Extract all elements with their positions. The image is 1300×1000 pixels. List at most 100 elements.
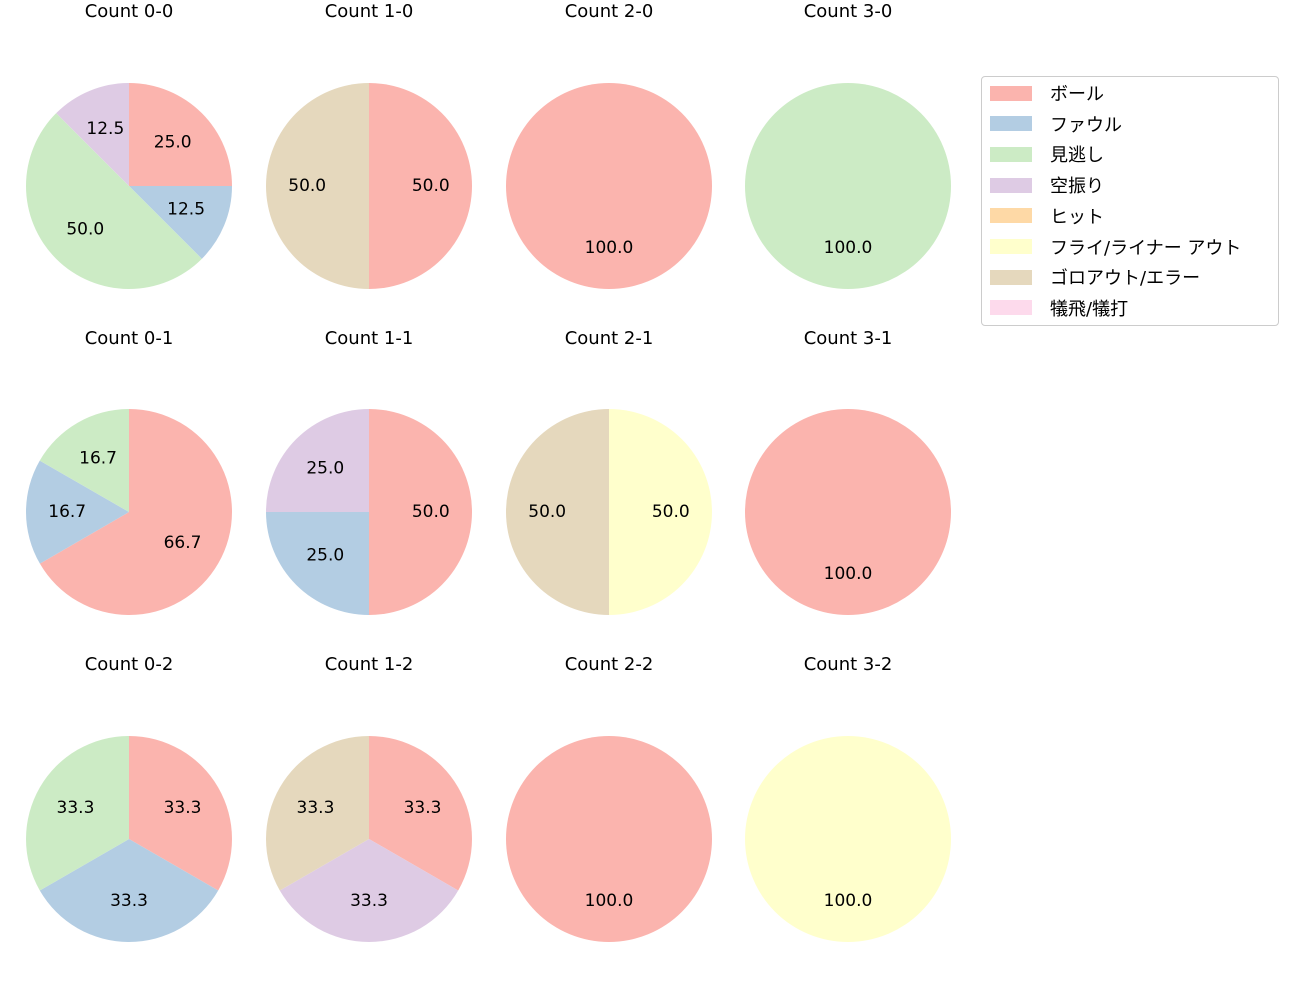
pie-graphic: 50.0 50.0 bbox=[506, 409, 712, 615]
slice-label: 33.3 bbox=[57, 798, 95, 818]
pie-chart: Count 3-1 100.0 bbox=[728, 328, 968, 648]
slice-label: 66.7 bbox=[164, 533, 202, 553]
pie-slice bbox=[745, 83, 951, 289]
pie-chart: Count 3-2 100.0 bbox=[728, 654, 968, 974]
pie-slice bbox=[266, 409, 369, 512]
pie-slice bbox=[369, 83, 472, 289]
pie-title: Count 1-2 bbox=[324, 654, 414, 675]
pie-title: Count 2-0 bbox=[564, 1, 654, 22]
slice-label: 33.3 bbox=[164, 798, 202, 818]
slice-label: 33.3 bbox=[404, 798, 442, 818]
pie-slice bbox=[745, 409, 951, 615]
slice-label: 50.0 bbox=[412, 502, 450, 522]
legend-swatch bbox=[990, 208, 1032, 224]
pie-chart: Count 1-2 33.3 33.3 33.3 bbox=[249, 654, 489, 974]
pie-slice bbox=[129, 186, 232, 259]
pie-chart: Count 1-0 50.0 50.0 bbox=[249, 1, 489, 321]
pie-graphic: 100.0 bbox=[745, 736, 951, 942]
slice-label: 50.0 bbox=[652, 502, 690, 522]
slice-label: 25.0 bbox=[306, 546, 344, 566]
pie-title: Count 2-1 bbox=[564, 328, 654, 349]
pie-chart: Count 2-1 50.0 50.0 bbox=[489, 328, 729, 648]
pie-title: Count 1-1 bbox=[324, 328, 414, 349]
legend-label: 犠飛/犠打 bbox=[1050, 298, 1129, 320]
pie-slice bbox=[506, 736, 712, 942]
pie-slice bbox=[129, 83, 232, 186]
legend-label: ファウル bbox=[1050, 114, 1122, 136]
legend-label: 見逃し bbox=[1050, 145, 1104, 167]
slice-label: 50.0 bbox=[412, 176, 450, 196]
legend-swatch bbox=[990, 177, 1032, 193]
pie-chart: Count 3-0 100.0 bbox=[728, 1, 968, 321]
slice-label: 12.5 bbox=[86, 119, 124, 139]
legend-label: ゴロアウト/エラー bbox=[1050, 268, 1201, 290]
legend-label: ボール bbox=[1050, 84, 1104, 105]
legend-item: ボール bbox=[990, 81, 1104, 105]
pie-slice bbox=[56, 83, 130, 186]
legend-item: ファウル bbox=[990, 112, 1122, 136]
pie-slice bbox=[26, 113, 202, 289]
pie-chart: Count 0-1 66.7 16.7 16.7 bbox=[9, 328, 249, 648]
pie-slice bbox=[266, 736, 369, 891]
slice-label: 33.3 bbox=[110, 891, 148, 911]
pie-graphic: 100.0 bbox=[506, 83, 712, 289]
slice-label: 100.0 bbox=[824, 238, 873, 258]
pie-graphic: 25.0 12.5 50.0 12.5 bbox=[26, 83, 232, 289]
slice-label: 16.7 bbox=[48, 502, 86, 522]
pie-slice bbox=[25, 460, 129, 564]
slice-label: 12.5 bbox=[167, 200, 205, 220]
pie-title: Count 2-2 bbox=[564, 654, 654, 675]
pie-slice bbox=[369, 736, 472, 891]
pie-graphic: 100.0 bbox=[506, 736, 712, 942]
pie-graphic: 33.3 33.3 33.3 bbox=[266, 736, 472, 942]
pie-graphic: 50.0 50.0 bbox=[266, 83, 472, 289]
pie-title: Count 3-2 bbox=[803, 654, 893, 675]
pie-slice bbox=[266, 83, 369, 289]
pie-slice bbox=[266, 512, 369, 615]
pie-slice bbox=[369, 409, 472, 615]
pie-slice bbox=[609, 409, 712, 615]
slice-label: 33.3 bbox=[350, 891, 388, 911]
slice-label: 16.7 bbox=[79, 448, 117, 468]
pie-slice bbox=[39, 409, 129, 512]
pie-slice bbox=[506, 409, 609, 615]
pie-chart: Count 1-1 50.0 25.0 25.0 bbox=[249, 328, 489, 648]
legend-swatch bbox=[990, 300, 1032, 316]
pie-title: Count 0-1 bbox=[84, 328, 174, 349]
pie-graphic: 66.7 16.7 16.7 bbox=[25, 409, 232, 615]
legend-swatch bbox=[990, 269, 1032, 285]
legend-item: 見逃し bbox=[990, 142, 1104, 166]
slice-label: 100.0 bbox=[585, 891, 634, 911]
legend-swatch bbox=[990, 85, 1032, 101]
pie-graphic: 100.0 bbox=[745, 409, 951, 615]
pie-title: Count 0-0 bbox=[84, 1, 174, 22]
pie-title: Count 0-2 bbox=[84, 654, 174, 675]
legend-swatch bbox=[990, 146, 1032, 162]
slice-label: 100.0 bbox=[824, 891, 873, 911]
legend-item: 空振り bbox=[990, 173, 1104, 197]
legend-label: フライ/ライナー アウト bbox=[1050, 237, 1242, 259]
pie-slice bbox=[25, 736, 129, 891]
pie-chart: Count 0-2 33.3 33.3 33.3 bbox=[9, 654, 249, 974]
pie-graphic: 100.0 bbox=[745, 83, 951, 289]
slice-label: 50.0 bbox=[528, 502, 566, 522]
legend-label: ヒット bbox=[1050, 206, 1104, 228]
pie-slice bbox=[39, 409, 232, 615]
pie-chart: Count 2-0 100.0 bbox=[489, 1, 729, 321]
pie-graphic: 50.0 25.0 25.0 bbox=[266, 409, 472, 615]
legend-swatch bbox=[990, 116, 1032, 132]
pie-title: Count 3-1 bbox=[803, 328, 893, 349]
pie-graphic: 33.3 33.3 33.3 bbox=[25, 736, 232, 942]
pie-slice bbox=[39, 839, 219, 942]
legend-item: ヒット bbox=[990, 204, 1104, 228]
pie-chart: Count 2-2 100.0 bbox=[489, 654, 729, 974]
pie-slice bbox=[129, 736, 232, 891]
slice-label: 100.0 bbox=[824, 564, 873, 584]
pie-chart: Count 0-0 25.0 12.5 50.0 12.5 bbox=[9, 1, 249, 321]
legend-item: ゴロアウト/エラー bbox=[990, 265, 1200, 289]
legend-item: 犠飛/犠打 bbox=[990, 296, 1128, 320]
slice-label: 33.3 bbox=[297, 798, 335, 818]
pie-slice bbox=[506, 83, 712, 289]
slice-label: 25.0 bbox=[154, 132, 192, 152]
legend-swatch bbox=[990, 239, 1032, 254]
